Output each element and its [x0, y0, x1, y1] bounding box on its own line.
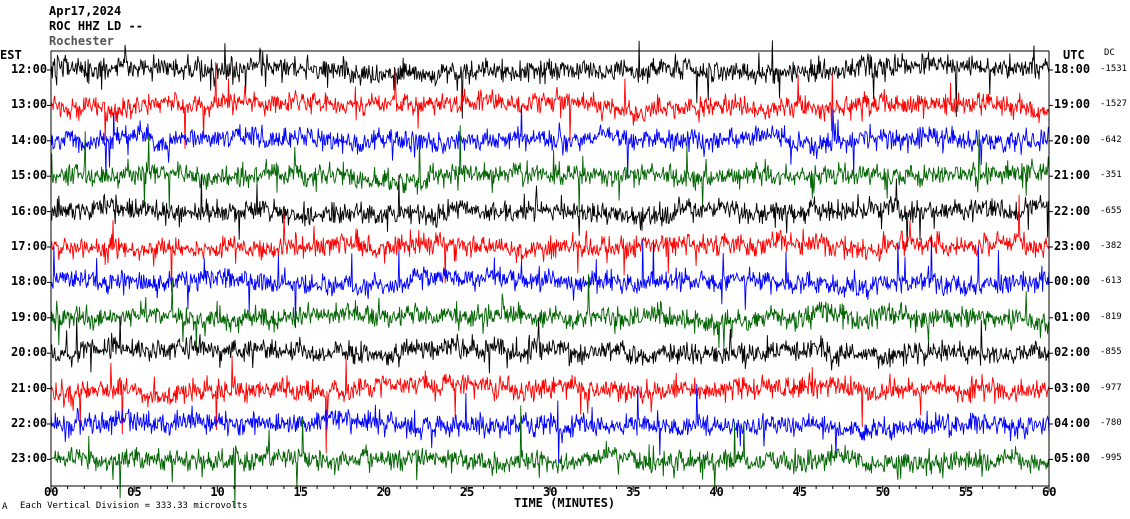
x-tick-label: 55: [958, 485, 974, 499]
dc-offset-header: DC: [1104, 48, 1115, 58]
trace-row-1900: [50, 274, 1050, 349]
dc-offset-value: -613: [1100, 276, 1122, 287]
trace-row-1500: [50, 125, 1050, 213]
est-hour-label: 18:00: [11, 274, 48, 289]
dc-offset-value: -642: [1100, 134, 1122, 145]
trace-row-1400: [50, 105, 1050, 178]
trace-row-1200: [50, 40, 1050, 119]
x-tick-label: 20: [376, 485, 392, 499]
est-hour-label: 13:00: [11, 97, 48, 112]
trace-row-2100: [50, 355, 1050, 454]
x-tick-label: 50: [875, 485, 891, 499]
dc-offset-value: -1527: [1100, 99, 1128, 110]
est-hour-label: 17:00: [11, 239, 48, 253]
station-location: Rochester: [49, 34, 115, 48]
trace-row-1700: [50, 194, 1050, 292]
tick-layer: [47, 69, 1053, 492]
utc-hour-label: 21:00: [1054, 168, 1091, 183]
x-tick-label: 45: [792, 485, 807, 499]
x-tick-label: 00: [44, 485, 59, 499]
trace-row-1800: [50, 237, 1050, 329]
x-tick-label: 15: [293, 485, 308, 499]
dc-offset-value: -819: [1100, 311, 1122, 322]
utc-hour-label: 18:00: [1054, 62, 1091, 76]
utc-hour-label: 20:00: [1054, 132, 1091, 147]
est-hour-label: 14:00: [11, 132, 48, 147]
utc-hour-label: 05:00: [1054, 451, 1091, 466]
x-axis-label: TIME (MINUTES): [514, 496, 616, 510]
trace-row-2000: [50, 315, 1050, 374]
utc-hour-label: 03:00: [1054, 380, 1091, 395]
utc-hour-label: 22:00: [1054, 203, 1091, 218]
trace-layer: [50, 40, 1050, 509]
dc-offset-value: -382: [1100, 241, 1122, 251]
x-tick-label: 40: [709, 485, 724, 499]
dc-offset-value: -351: [1100, 170, 1122, 181]
dc-offset-value: -995: [1100, 453, 1122, 464]
left-timezone-label: EST: [0, 48, 22, 62]
x-tick-label: 25: [459, 485, 475, 499]
utc-hour-label: 00:00: [1054, 274, 1091, 289]
est-hour-label: 16:00: [11, 203, 48, 218]
x-tick-label: 30: [543, 485, 558, 499]
x-tick-label: 60: [1042, 485, 1057, 499]
x-tick-label: 35: [626, 485, 641, 499]
est-hour-label: 12:00: [11, 62, 48, 76]
footer-mark: A: [2, 502, 8, 512]
est-hour-label: 23:00: [11, 451, 48, 466]
utc-hour-label: 19:00: [1054, 97, 1091, 112]
utc-hour-label: 04:00: [1054, 416, 1091, 430]
trace-row-2300: [50, 405, 1050, 509]
dc-offset-value: -977: [1100, 382, 1122, 393]
dc-offset-value: -655: [1100, 205, 1122, 216]
utc-hour-label: 23:00: [1054, 239, 1091, 253]
utc-hour-label: 02:00: [1054, 345, 1091, 360]
x-tick-label: 05: [127, 485, 142, 499]
right-timezone-label: UTC: [1063, 48, 1085, 62]
est-hour-label: 15:00: [11, 168, 48, 183]
est-hour-label: 20:00: [11, 345, 48, 360]
dc-offset-value: -855: [1100, 347, 1122, 358]
station-code: ROC HHZ LD --: [49, 19, 143, 33]
trace-row-1300: [50, 62, 1050, 149]
trace-row-2200: [50, 383, 1050, 464]
dc-offset-value: -780: [1100, 418, 1122, 428]
record-date: Apr17,2024: [49, 4, 122, 18]
x-tick-label: 10: [210, 485, 225, 499]
dc-offset-value: -1531: [1100, 64, 1128, 74]
utc-hour-label: 01:00: [1054, 309, 1091, 324]
trace-row-1600: [50, 175, 1050, 248]
est-hour-label: 19:00: [11, 309, 48, 324]
est-hour-label: 22:00: [11, 416, 48, 430]
est-hour-label: 21:00: [11, 380, 48, 395]
vertical-division-note: Each Vertical Division = 333.33 microvol…: [20, 501, 248, 511]
